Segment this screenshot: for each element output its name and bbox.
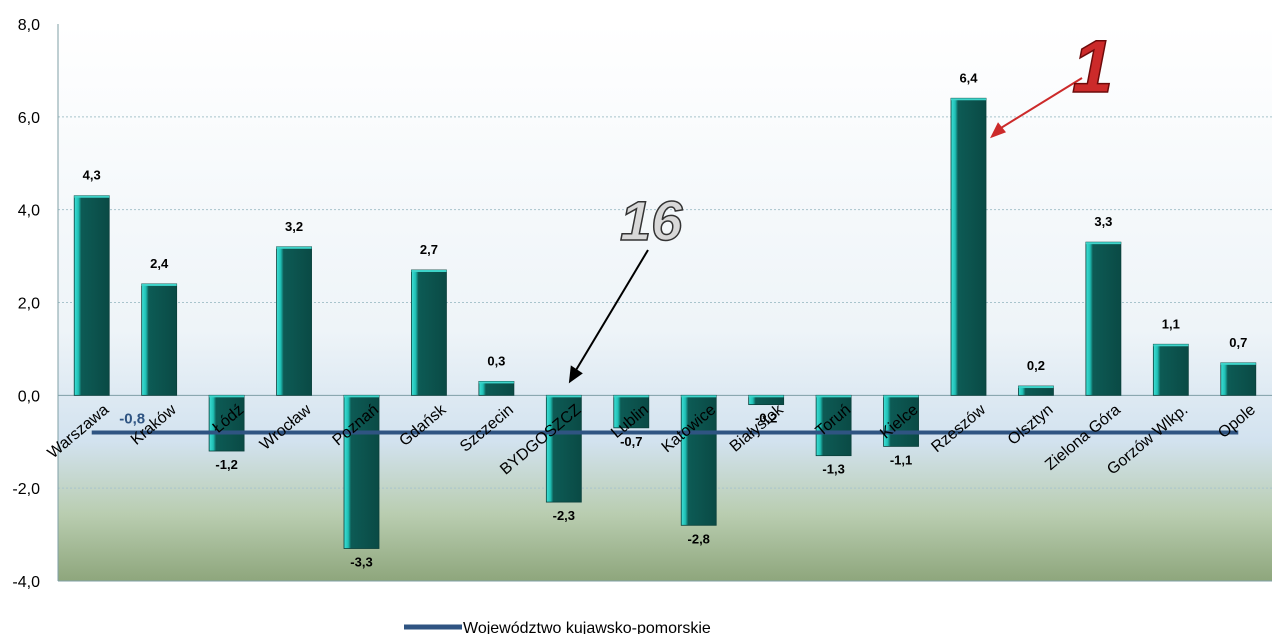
y-tick-label: 0,0 xyxy=(18,388,40,405)
data-label: 0,7 xyxy=(1229,335,1247,350)
bar-cap xyxy=(1220,362,1256,365)
annotation-arrowhead xyxy=(568,365,583,384)
bar xyxy=(208,394,245,452)
bar xyxy=(1152,343,1189,396)
bar-cap xyxy=(411,270,447,273)
data-label: -1,1 xyxy=(890,452,912,467)
data-label: -1,2 xyxy=(215,457,237,472)
bar-cap xyxy=(748,395,784,398)
plot-background xyxy=(58,24,1272,581)
annotation-label: 1 xyxy=(1072,25,1113,108)
bar xyxy=(950,97,987,396)
bar xyxy=(883,394,919,447)
bar xyxy=(815,394,852,457)
bar-cap xyxy=(681,395,717,398)
legend-label: Województwo kujawsko-pomorskie xyxy=(463,620,711,634)
y-tick-label: -2,0 xyxy=(12,481,40,498)
bar-cap xyxy=(1153,344,1189,347)
data-label: 6,4 xyxy=(959,70,978,85)
y-tick-label: -4,0 xyxy=(12,574,40,591)
bar-cap xyxy=(1018,386,1054,389)
data-label: 3,3 xyxy=(1094,214,1112,229)
bar xyxy=(141,283,178,396)
data-label: 2,4 xyxy=(150,256,169,271)
annotation-arrow xyxy=(571,249,649,376)
bar-cap xyxy=(276,246,312,249)
data-label: -0,2 xyxy=(755,411,777,426)
y-axis-ticks: 8,0 6,0 4,0 2,0 0,0 -2,0 -4,0 xyxy=(12,17,40,591)
y-tick-label: 2,0 xyxy=(18,296,40,313)
data-label: -2,3 xyxy=(553,508,575,523)
annotation-label: 16 xyxy=(620,189,683,252)
y-tick-label: 4,0 xyxy=(18,203,40,220)
bar-cap xyxy=(209,395,245,398)
legend: Województwo kujawsko-pomorskie xyxy=(404,620,711,634)
data-label: 2,7 xyxy=(420,242,438,257)
bar-cap xyxy=(546,395,582,398)
bar-cap xyxy=(883,395,919,398)
data-label: 3,2 xyxy=(285,219,303,234)
annotation-arrowhead xyxy=(990,122,1006,139)
bar xyxy=(478,381,515,396)
data-label: 4,3 xyxy=(83,168,101,183)
data-label: -1,3 xyxy=(822,462,844,477)
annotations: 1 16 xyxy=(568,24,1114,384)
bar-cap xyxy=(613,395,649,398)
bar-cap xyxy=(951,98,986,101)
data-label: 1,1 xyxy=(1162,316,1180,331)
data-labels: 4,3 2,4 -1,2 3,2 -3,3 2,7 0,3 -2,3 -0,7 -2,8 -0,2 -… xyxy=(83,70,1248,569)
bar xyxy=(1220,362,1257,396)
bar xyxy=(73,195,110,396)
bar xyxy=(276,246,312,396)
bar-cap xyxy=(344,395,379,398)
bar-cap xyxy=(816,395,852,398)
bar-cap xyxy=(478,381,514,384)
data-label: -3,3 xyxy=(350,555,372,570)
bar xyxy=(411,269,447,396)
data-label: -0,7 xyxy=(620,434,642,449)
bar xyxy=(545,394,582,503)
bar xyxy=(1085,241,1122,396)
gridlines xyxy=(57,24,1272,582)
data-label: -2,8 xyxy=(688,531,710,546)
y-tick-label: 6,0 xyxy=(18,110,40,127)
bar-cap xyxy=(74,195,110,198)
reference-line-series: -0,8 xyxy=(91,410,1239,435)
bar-series xyxy=(73,97,1257,549)
bar-cap xyxy=(1085,242,1121,245)
data-label: 0,2 xyxy=(1027,358,1045,373)
data-label: 0,3 xyxy=(487,353,505,368)
annotation-arrow xyxy=(993,77,1083,134)
y-tick-label: 8,0 xyxy=(18,17,40,34)
reference-line-label: -0,8 xyxy=(119,410,145,427)
bar xyxy=(343,394,380,549)
bar-cap xyxy=(141,283,177,286)
